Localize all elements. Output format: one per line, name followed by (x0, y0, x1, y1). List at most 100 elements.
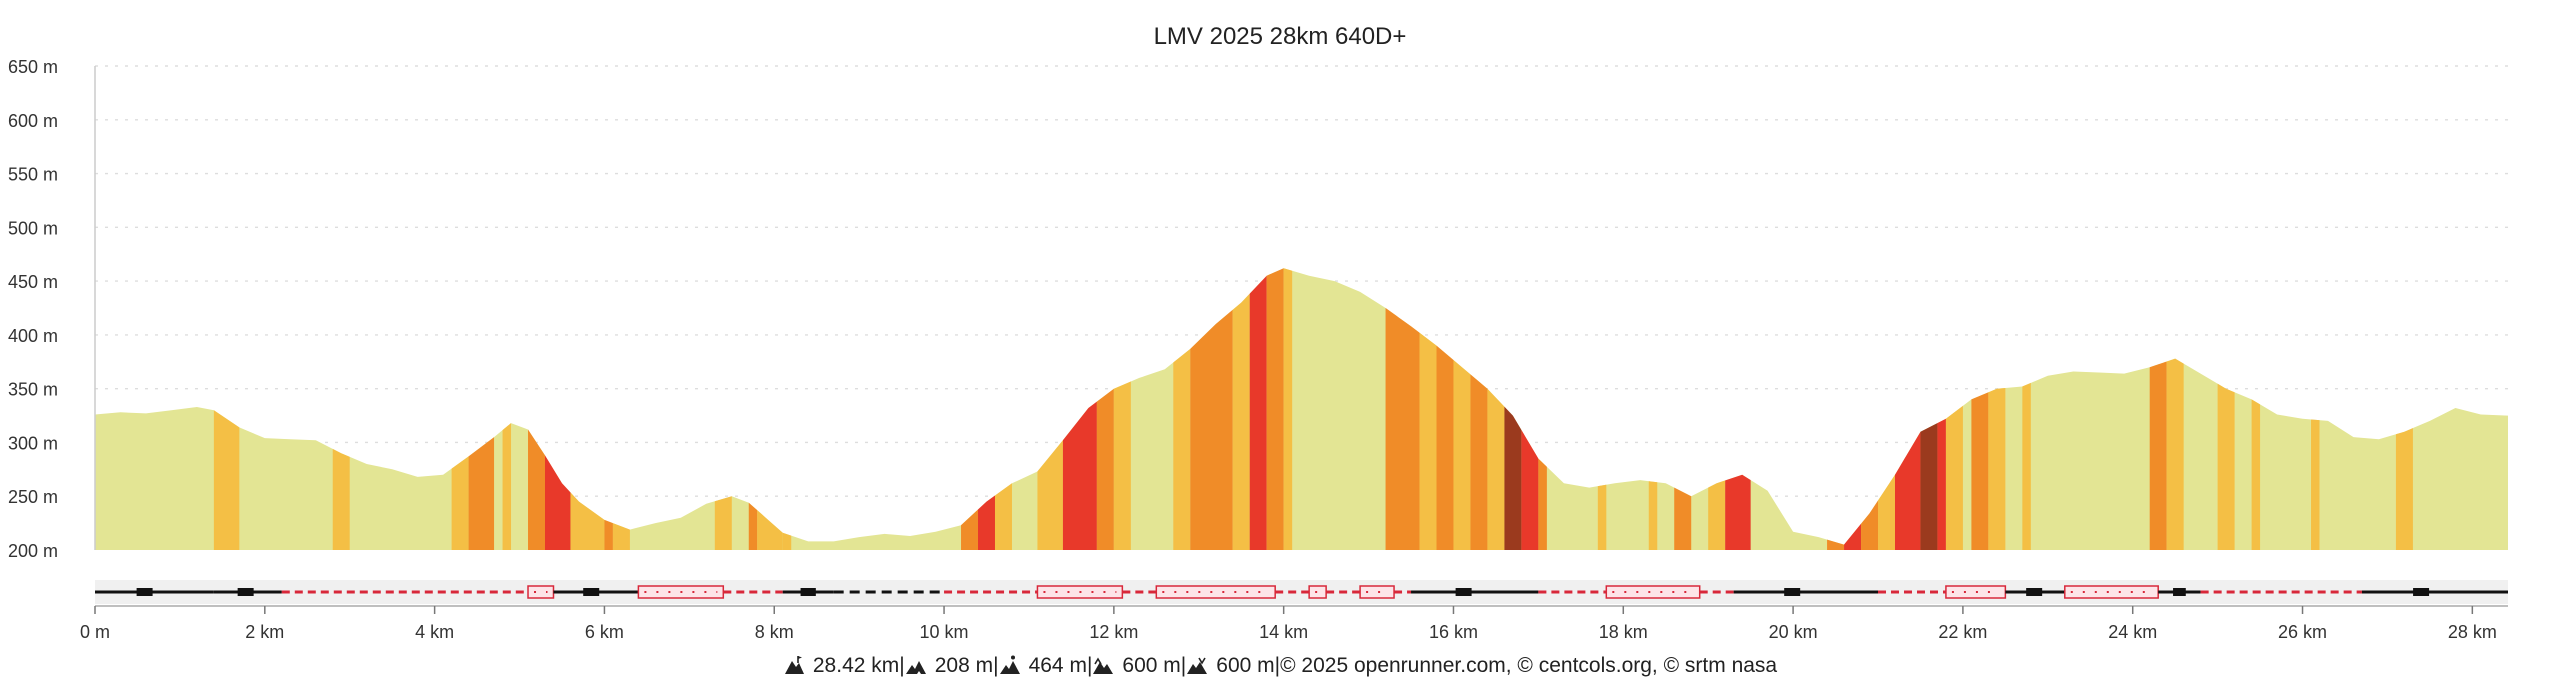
y-axis-labels: 650 m 600 m 550 m 500 m 450 m 400 m 350 m 300 m… (8, 57, 58, 561)
gradient-band-moderate (1283, 268, 1293, 550)
gradient-band-moderate (2166, 268, 2184, 550)
y-tick-label: 200 m (8, 541, 58, 561)
gradient-band-very_steep (1521, 268, 1539, 550)
y-tick-label: 650 m (8, 57, 58, 77)
min-altitude-stat: 208 m (905, 654, 993, 678)
x-tick-label: 8 km (755, 622, 794, 642)
gradient-band-steep (1385, 268, 1420, 550)
gradient-band-very_steep (1725, 268, 1751, 550)
gradient-band-extreme (1504, 268, 1522, 550)
gradient-band-steep (1470, 268, 1488, 550)
gradient-band-steep (604, 268, 613, 550)
x-tick-label: 12 km (1089, 622, 1138, 642)
gradient-band-moderate (1419, 268, 1437, 550)
surface-road-marker (1784, 588, 1801, 596)
gradient-band-steep (468, 268, 495, 550)
gradient-band-steep (2149, 268, 2167, 550)
x-tick-label: 6 km (585, 622, 624, 642)
gradient-band-extreme (1920, 268, 1938, 550)
gradient-band-moderate (1453, 268, 1471, 550)
gradient-band-very_steep (1844, 268, 1862, 550)
gradient-band-moderate (1232, 268, 1250, 550)
distance-stat: 28.42 km (783, 654, 899, 678)
descent-icon (1187, 657, 1208, 674)
gradient-band-moderate (1037, 268, 1063, 550)
separator-4: | (1180, 654, 1187, 677)
credits-text: © 2025 openrunner.com, © centcols.org, ©… (1280, 654, 1778, 677)
gradient-band-steep (528, 268, 545, 550)
separator-1: | (899, 654, 905, 677)
gradient-band-moderate (1988, 268, 2006, 550)
x-axis: 0 m 2 km 4 km 6 km 8 km 10 km 12 km 14 km 16 km 1… (80, 605, 2508, 642)
gradient-band-very_steep (1249, 268, 1267, 550)
gradient-band-steep (1674, 268, 1692, 550)
ascent-icon (1093, 657, 1114, 674)
surface-road-marker (136, 588, 153, 596)
x-tick-label: 20 km (1769, 622, 1818, 642)
x-tick-label: 4 km (415, 622, 454, 642)
y-tick-label: 400 m (8, 326, 58, 346)
x-tick-label: 28 km (2448, 622, 2497, 642)
surface-road-marker (2026, 588, 2043, 596)
gradient-band-steep (1096, 268, 1114, 550)
gradient-band-moderate (782, 268, 792, 550)
gradient-band-moderate (1113, 268, 1131, 550)
y-tick-label: 250 m (8, 487, 58, 507)
y-tick-label: 550 m (8, 165, 58, 185)
separator-2: | (993, 654, 999, 677)
gradient-band-moderate (1878, 268, 1895, 550)
surface-road-marker (800, 588, 816, 596)
gradient-band-very_steep (544, 268, 571, 550)
surface-path (1308, 585, 1327, 599)
gradient-band-steep (1827, 268, 1845, 550)
max-altitude-icon (999, 655, 1020, 674)
ascent-stat: 600 m (1092, 654, 1181, 678)
x-tick-label: 18 km (1599, 622, 1648, 642)
y-tick-label: 600 m (8, 111, 58, 131)
gradient-band-moderate (1648, 268, 1658, 550)
gradient-band-moderate (570, 268, 605, 550)
x-tick-label: 0 m (80, 622, 110, 642)
gradient-band-moderate (1945, 268, 1963, 550)
gradient-band-moderate (2022, 268, 2031, 550)
gradient-band-very_steep (1937, 268, 1946, 550)
gradient-band-moderate (1173, 268, 1191, 550)
separator-5: | (1274, 654, 1281, 677)
x-tick-label: 2 km (245, 622, 284, 642)
gradient-band-moderate (714, 268, 732, 550)
gradient-band-steep (1266, 268, 1284, 550)
gradient-band-moderate (2217, 268, 2235, 550)
surface-road-marker (1455, 588, 1472, 596)
surface-road-marker (583, 588, 600, 596)
x-tick-label: 24 km (2108, 622, 2157, 642)
y-tick-label: 300 m (8, 433, 58, 453)
gradient-band-steep (1538, 268, 1547, 550)
y-tick-label: 450 m (8, 272, 58, 292)
surface-bar (95, 580, 2508, 604)
gradient-band-moderate (213, 268, 240, 550)
x-tick-label: 26 km (2278, 622, 2327, 642)
descent-stat: 600 m (1186, 654, 1275, 678)
surface-road-marker (2413, 588, 2430, 596)
surface-path (1945, 585, 2007, 599)
gradient-band-steep (1861, 268, 1879, 550)
gradient-band-moderate (332, 268, 350, 550)
chart-title: LMV 2025 28km 640D+ (1154, 23, 1407, 50)
gradient-band-very_steep (1062, 268, 1097, 550)
surface-path (1359, 585, 1395, 599)
gradient-band-moderate (1597, 268, 1607, 550)
gradient-band-steep (1971, 268, 1989, 550)
gradient-band-very_steep (978, 268, 995, 550)
surface-path (1155, 585, 1276, 599)
gradient-band-moderate (1487, 268, 1505, 550)
gradient-band-steep (748, 268, 758, 550)
gradient-band-moderate (451, 268, 469, 550)
gradient-band-moderate (757, 268, 783, 550)
route-summary: 28.42 km | 208 m | 464 m | 600 m | 600 m… (0, 654, 2560, 678)
surface-road-marker (2173, 588, 2186, 596)
x-tick-label: 14 km (1259, 622, 1308, 642)
y-tick-label: 350 m (8, 380, 58, 400)
x-tick-label: 16 km (1429, 622, 1478, 642)
gradient-band-steep (1436, 268, 1454, 550)
